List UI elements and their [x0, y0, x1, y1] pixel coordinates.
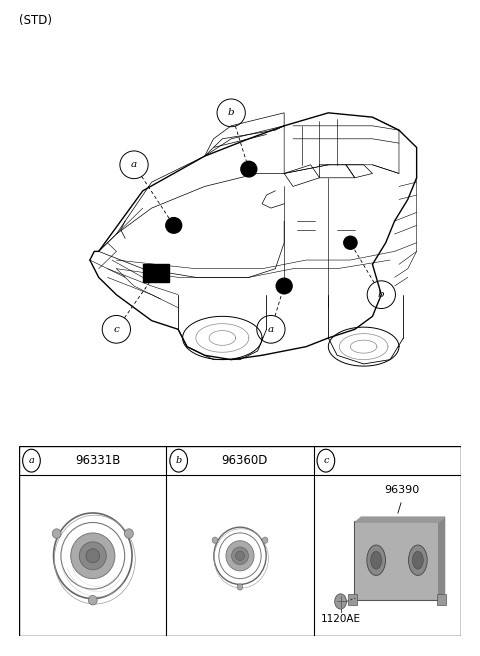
Ellipse shape	[86, 549, 100, 563]
Ellipse shape	[412, 551, 423, 569]
Text: b: b	[228, 108, 235, 117]
Ellipse shape	[371, 551, 382, 569]
Ellipse shape	[71, 533, 115, 579]
Ellipse shape	[367, 545, 385, 575]
Ellipse shape	[79, 542, 106, 569]
Circle shape	[276, 278, 292, 294]
FancyBboxPatch shape	[437, 594, 445, 605]
Text: (STD): (STD)	[19, 14, 52, 28]
Ellipse shape	[212, 537, 218, 543]
Ellipse shape	[231, 547, 249, 565]
FancyBboxPatch shape	[348, 594, 357, 605]
Text: c: c	[323, 456, 329, 465]
Ellipse shape	[262, 537, 268, 543]
Ellipse shape	[124, 529, 133, 539]
Text: b: b	[176, 456, 182, 465]
Text: a: a	[268, 325, 274, 334]
Circle shape	[344, 236, 357, 249]
Text: 1120AE: 1120AE	[321, 613, 360, 624]
Text: 96331B: 96331B	[75, 454, 120, 467]
Text: a: a	[131, 160, 137, 169]
Ellipse shape	[226, 541, 254, 571]
FancyBboxPatch shape	[354, 521, 440, 600]
Polygon shape	[439, 517, 444, 598]
Circle shape	[166, 218, 182, 233]
Ellipse shape	[88, 596, 97, 605]
Ellipse shape	[236, 551, 244, 560]
Bar	[143, 264, 169, 281]
Ellipse shape	[408, 545, 427, 575]
Text: b: b	[378, 290, 384, 299]
Text: 96390: 96390	[384, 485, 420, 495]
Ellipse shape	[52, 529, 61, 539]
Text: c: c	[113, 325, 119, 334]
Ellipse shape	[237, 584, 243, 590]
Text: a: a	[28, 456, 35, 465]
Text: 96360D: 96360D	[222, 454, 268, 467]
Circle shape	[335, 594, 347, 609]
Polygon shape	[355, 517, 444, 522]
Circle shape	[241, 161, 257, 177]
